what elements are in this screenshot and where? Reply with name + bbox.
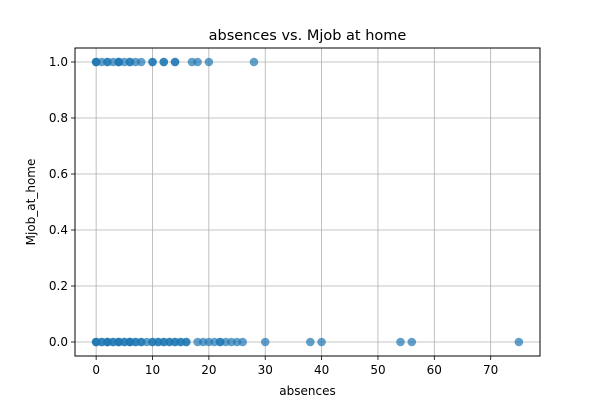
data-point: [193, 57, 202, 67]
data-point: [396, 337, 405, 347]
data-points: [91, 57, 524, 347]
y-tick-label: 0.2: [49, 279, 68, 293]
data-point: [159, 57, 169, 67]
y-axis-ticks: 0.0 0.2 0.4 0.6 0.8 1.0: [49, 55, 75, 349]
x-tick-label: 60: [427, 363, 442, 377]
data-point: [407, 337, 417, 347]
data-point: [136, 57, 146, 67]
y-tick-label: 1.0: [49, 55, 68, 69]
x-axis-ticks: 0 10 20 30 40 50 60 70: [92, 356, 498, 377]
x-tick-label: 70: [483, 363, 498, 377]
x-tick-label: 30: [258, 363, 273, 377]
plot-frame: [74, 47, 541, 357]
y-axis-label: Mjob_at_home: [24, 159, 38, 246]
y-tick-label: 0.0: [49, 335, 68, 349]
x-tick-label: 50: [370, 363, 385, 377]
y-tick-label: 0.4: [49, 223, 68, 237]
chart-title: absences vs. Mjob at home: [209, 28, 407, 44]
x-tick-label: 20: [201, 363, 216, 377]
data-point: [317, 337, 326, 347]
x-tick-label: 10: [145, 363, 160, 377]
x-tick-label: 0: [92, 363, 100, 377]
data-point: [204, 57, 214, 67]
data-point: [306, 337, 315, 347]
data-point: [170, 57, 180, 67]
y-tick-label: 0.8: [49, 111, 68, 125]
grid-lines: [75, 48, 540, 356]
data-point: [182, 337, 191, 347]
y-tick-label: 0.6: [49, 167, 68, 181]
x-axis-label: absences: [279, 384, 335, 398]
data-point: [238, 337, 247, 347]
data-point: [249, 57, 259, 67]
data-point: [514, 337, 524, 347]
x-tick-label: 40: [314, 363, 329, 377]
data-point: [148, 57, 157, 67]
data-point: [260, 337, 270, 347]
